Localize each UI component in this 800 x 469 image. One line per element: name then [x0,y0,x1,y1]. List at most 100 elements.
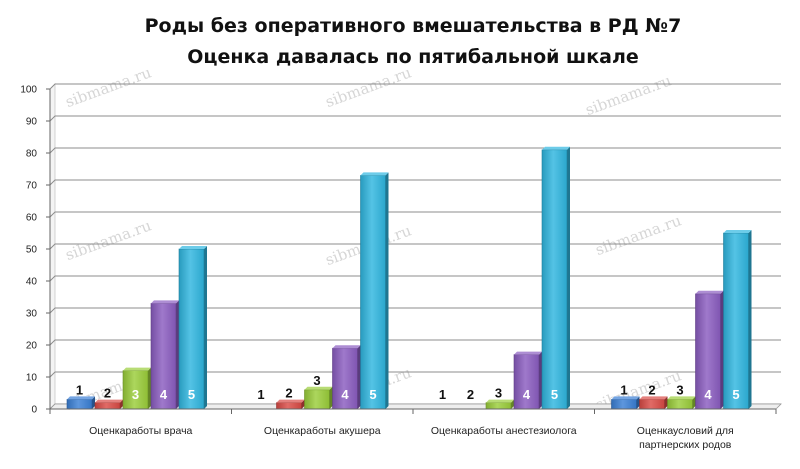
bar [639,399,665,410]
watermark-text: sibmama.ru [323,63,414,111]
bar-label: 4 [523,387,531,402]
bar-side [748,230,752,409]
gridline [49,307,781,314]
bar [485,402,512,410]
y-tick-label: 10 [26,373,38,384]
bar-side [539,351,542,409]
bar [332,347,358,410]
bar-side [385,172,389,409]
y-tick-label: 20 [26,341,38,352]
bar-side [636,396,640,409]
bar [66,399,93,410]
gridline [49,243,781,250]
gridline [49,339,781,346]
bar [360,175,386,410]
bar-side [511,399,514,409]
bar [541,149,568,410]
bar-label: 1 [620,382,627,397]
bar-top [151,300,179,304]
y-tick-label: 100 [20,85,37,96]
bar-label: 3 [313,373,320,388]
bar [94,402,121,410]
bar [304,389,330,410]
x-category-label: Оценкаусловий для партнерских родов [637,425,734,451]
bar-top [486,399,514,403]
bar-side [120,399,123,409]
bar-label: 4 [704,387,712,402]
gridline [49,179,781,186]
bar-label: 3 [495,386,502,401]
bar-top [123,367,151,371]
chart-subtitle: Оценка давалась по пятибальной шкале [187,46,639,68]
y-tick-label: 0 [31,405,37,416]
bar-label: 4 [160,387,168,402]
bar-label: 1 [439,387,446,402]
bar-top [276,399,305,403]
bar-top [667,396,696,400]
bar-side [357,345,361,409]
bar-side [720,290,724,409]
bar-side [329,386,333,409]
bar-label: 1 [76,382,83,397]
bar-side [567,146,570,410]
bar-top [67,396,95,400]
bar-top [639,396,668,400]
bar-side [301,399,305,409]
bar-top [723,230,752,233]
chart-title: Роды без оперативного вмешательства в РД… [145,15,682,37]
bar-label: 2 [104,386,111,401]
watermark-text: sibmama.ru [63,216,154,264]
watermark-text: sibmama.ru [593,211,684,259]
y-tick-label: 60 [26,213,38,224]
bar-top [304,386,333,390]
bar-label: 5 [551,387,558,402]
bar-label: 3 [676,382,683,397]
bar-label: 5 [188,387,195,402]
bar-side [92,396,95,409]
bar-top [179,246,207,249]
gridline [49,275,781,282]
bar [178,248,205,410]
bar-top [514,351,542,355]
bar-label: 2 [648,382,655,397]
bars: 1 2 3 4 5 1 2 3 4 5 1 2 3 4 5 1 2 3 4 5 [66,146,752,410]
bar-label: 2 [467,387,474,402]
y-axis: 0 10 20 30 40 50 60 70 80 90 100 [20,85,51,416]
y-tick-label: 50 [26,245,38,256]
bar [122,370,149,410]
bar-side [692,396,696,409]
bar-label: 5 [369,387,376,402]
x-category-label: Оценкаработы акушера [264,425,381,437]
bar [513,354,540,410]
bar [723,232,749,410]
bar [667,399,693,410]
gridline [49,83,781,90]
bar-label: 2 [285,386,292,401]
y-tick-label: 40 [26,277,38,288]
y-tick-label: 70 [26,181,38,192]
bar-top [695,290,724,294]
bar [276,402,302,410]
bar-top [332,345,361,349]
bar-side [176,300,179,409]
bar-side [664,396,668,409]
bar-top [95,399,123,403]
bar-label: 1 [257,387,264,402]
bar-label: 4 [341,387,349,402]
bar-top [542,146,570,150]
x-category-label: Оценкаработы врача [89,425,192,437]
bar-side [148,367,151,409]
gridline [49,211,781,218]
y-tick-label: 30 [26,309,38,320]
y-tick-label: 90 [26,117,38,128]
bar [611,399,637,410]
gridline [49,147,781,154]
bar [695,293,721,410]
bar-label: 5 [732,387,739,402]
watermark-text: sibmama.ru [583,71,674,119]
bar-side [204,246,207,409]
gridline [49,115,781,122]
bar [150,303,177,410]
x-category-label: Оценкаработы анестезиолога [431,425,577,437]
